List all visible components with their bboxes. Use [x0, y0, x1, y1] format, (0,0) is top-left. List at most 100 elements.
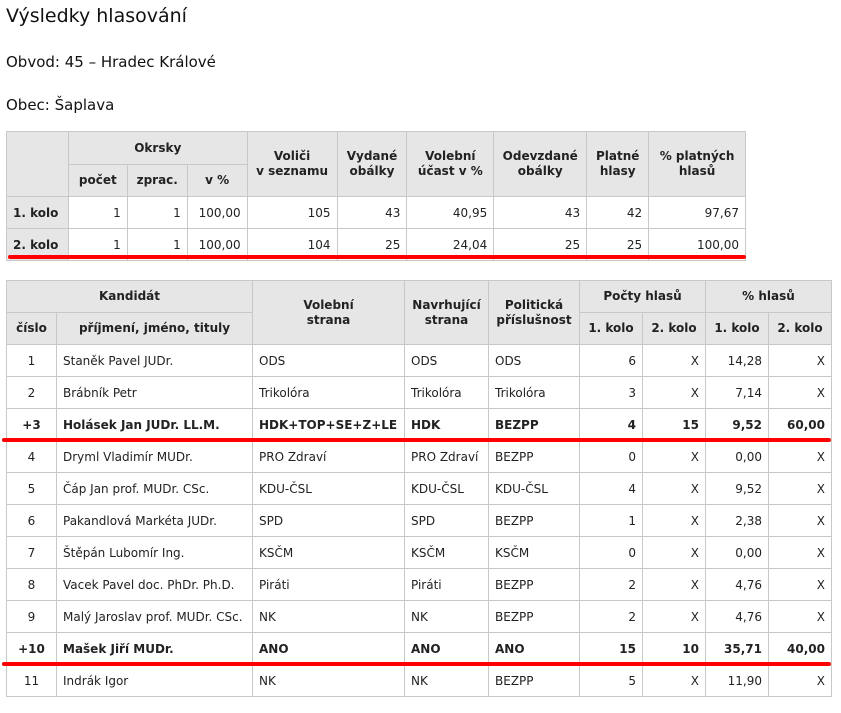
- candidate-cell-h1: 1: [579, 504, 643, 537]
- candidate-cell-h2: 15: [642, 408, 706, 441]
- candidate-cell-h1: 5: [579, 664, 643, 697]
- pct-kolo1-header: 1. kolo: [705, 312, 769, 345]
- candidate-cell-polit: Trikolóra: [488, 376, 580, 409]
- highlight-underline: [2, 662, 831, 666]
- candidate-cell-p1: 0,00: [705, 536, 769, 569]
- candidate-row: 11 Indrák Igor NK NK BEZPP 5 X 11,90 X: [6, 664, 832, 697]
- candidate-cell-h2: X: [642, 568, 706, 601]
- vydane-header: Vydané obálky: [336, 131, 408, 197]
- candidate-cell-p2: X: [768, 504, 832, 537]
- candidate-cell-volebni: KDU-ČSL: [252, 472, 405, 505]
- candidate-cell-jmeno: Malý Jaroslav prof. MUDr. CSc.: [56, 600, 253, 633]
- candidate-cell-navrh: Piráti: [404, 568, 489, 601]
- summary-cell-pct-platnych: 97,67: [648, 196, 746, 229]
- summary-cell-zprac: 1: [126, 196, 188, 229]
- candidate-cell-volebni: SPD: [252, 504, 405, 537]
- pct-kolo2-header: 2. kolo: [768, 312, 832, 345]
- candidate-cell-jmeno: Mašek Jiří MUDr.: [56, 632, 253, 665]
- candidate-cell-p1: 7,14: [705, 376, 769, 409]
- candidate-cell-h2: X: [642, 600, 706, 633]
- cislo-header: číslo: [6, 312, 57, 345]
- candidate-cell-polit: BEZPP: [488, 568, 580, 601]
- candidate-cell-h1: 6: [579, 344, 643, 377]
- corner-cell: [6, 131, 69, 197]
- candidate-cell-jmeno: Štěpán Lubomír Ing.: [56, 536, 253, 569]
- candidate-cell-p2: X: [768, 376, 832, 409]
- candidate-cell-navrh: Trikolóra: [404, 376, 489, 409]
- round-label: 1. kolo: [6, 196, 69, 229]
- summary-cell-volici: 105: [246, 196, 338, 229]
- okrsky-header: Okrsky: [67, 131, 248, 165]
- candidate-cell-navrh: HDK: [404, 408, 489, 441]
- summary-cell-platne: 42: [586, 196, 650, 229]
- candidate-cell-volebni: KSČM: [252, 536, 405, 569]
- candidate-cell-p1: 4,76: [705, 600, 769, 633]
- summary-cell-vydane: 43: [336, 196, 408, 229]
- candidate-cell-h2: X: [642, 504, 706, 537]
- candidate-cell-cislo: +10: [6, 632, 57, 665]
- candidate-row: 8 Vacek Pavel doc. PhDr. Ph.D. Piráti Pirát…: [6, 568, 832, 601]
- candidate-cell-navrh: ANO: [404, 632, 489, 665]
- candidate-cell-h1: 0: [579, 536, 643, 569]
- pocty-hlasu-header: Počty hlasů: [579, 280, 706, 313]
- candidate-cell-navrh: NK: [404, 664, 489, 697]
- turnout-table: Okrsky Voliči v seznamu Vydané obálky Vole…: [6, 131, 746, 261]
- candidate-cell-cislo: 7: [6, 536, 57, 569]
- candidate-cell-p1: 0,00: [705, 440, 769, 473]
- candidate-cell-p2: X: [768, 664, 832, 697]
- candidate-row: +10 Mašek Jiří MUDr. ANO ANO ANO 15 10 35,71 40,…: [6, 632, 832, 665]
- candidate-cell-h1: 2: [579, 600, 643, 633]
- highlight-underline: [2, 438, 831, 442]
- volebni-strana-header: Volební strana: [252, 280, 405, 345]
- candidate-cell-jmeno: Čáp Jan prof. MUDr. CSc.: [56, 472, 253, 505]
- candidate-cell-polit: BEZPP: [488, 408, 580, 441]
- candidate-cell-p1: 9,52: [705, 408, 769, 441]
- candidate-cell-jmeno: Holásek Jan JUDr. LL.M.: [56, 408, 253, 441]
- pocet-header: počet: [67, 164, 128, 197]
- candidate-cell-jmeno: Dryml Vladimír MUDr.: [56, 440, 253, 473]
- candidate-cell-p1: 35,71: [705, 632, 769, 665]
- candidate-cell-jmeno: Pakandlová Markéta JUDr.: [56, 504, 253, 537]
- candidate-cell-cislo: 11: [6, 664, 57, 697]
- pct-hlasu-header: % hlasů: [705, 280, 832, 313]
- candidate-cell-p1: 11,90: [705, 664, 769, 697]
- candidate-cell-p1: 2,38: [705, 504, 769, 537]
- candidate-row: +3 Holásek Jan JUDr. LL.M. HDK+TOP+SE+Z+LE…: [6, 408, 832, 441]
- candidate-cell-h1: 2: [579, 568, 643, 601]
- candidate-cell-volebni: Piráti: [252, 568, 405, 601]
- hlasy-kolo1-header: 1. kolo: [579, 312, 643, 345]
- zprac-header: zprac.: [126, 164, 188, 197]
- candidate-cell-polit: BEZPP: [488, 440, 580, 473]
- candidate-cell-polit: BEZPP: [488, 664, 580, 697]
- candidate-cell-volebni: ANO: [252, 632, 405, 665]
- candidate-cell-h2: X: [642, 472, 706, 505]
- hlasy-kolo2-header: 2. kolo: [642, 312, 706, 345]
- candidate-cell-p2: X: [768, 472, 832, 505]
- candidate-cell-p1: 9,52: [705, 472, 769, 505]
- candidate-cell-h2: X: [642, 664, 706, 697]
- candidate-cell-polit: BEZPP: [488, 504, 580, 537]
- candidate-row: 9 Malý Jaroslav prof. MUDr. CSc. NK NK BEZPP…: [6, 600, 832, 633]
- candidate-cell-polit: KSČM: [488, 536, 580, 569]
- candidate-cell-navrh: SPD: [404, 504, 489, 537]
- candidate-cell-h2: X: [642, 344, 706, 377]
- v-pct-header: v %: [186, 164, 248, 197]
- candidate-row: 7 Štěpán Lubomír Ing. KSČM KSČM KSČM 0 X 0,00 X: [6, 536, 832, 569]
- candidate-row: 1 Staněk Pavel JUDr. ODS ODS ODS 6 X 14,28 X: [6, 344, 832, 377]
- candidate-cell-h1: 0: [579, 440, 643, 473]
- candidates-table: Kandidát Volební strana Navrhující strana …: [6, 280, 832, 697]
- summary-cell-odevzdane: 43: [493, 196, 588, 229]
- candidate-cell-volebni: PRO Zdraví: [252, 440, 405, 473]
- summary-row: 1. kolo 1 1 100,00 105 43 40,95 43 42 97,67: [6, 196, 746, 229]
- candidate-cell-cislo: 5: [6, 472, 57, 505]
- candidate-cell-jmeno: Indrák Igor: [56, 664, 253, 697]
- candidate-cell-navrh: ODS: [404, 344, 489, 377]
- candidate-cell-jmeno: Vacek Pavel doc. PhDr. Ph.D.: [56, 568, 253, 601]
- candidate-cell-h2: X: [642, 440, 706, 473]
- pct-platnych-header: % platných hlasů: [648, 131, 746, 197]
- candidate-cell-polit: BEZPP: [488, 600, 580, 633]
- candidate-cell-navrh: KSČM: [404, 536, 489, 569]
- candidate-cell-cislo: 6: [6, 504, 57, 537]
- candidate-cell-h1: 3: [579, 376, 643, 409]
- candidate-cell-cislo: +3: [6, 408, 57, 441]
